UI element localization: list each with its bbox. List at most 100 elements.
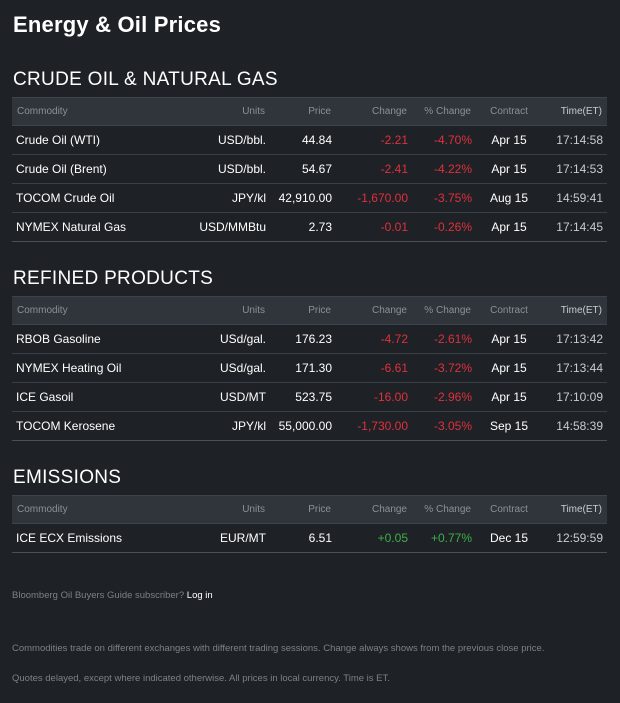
column-header-price: Price	[270, 97, 336, 126]
cell-pct-change: -3.05%	[412, 411, 476, 441]
column-header-change: Change	[336, 97, 412, 126]
column-header-time: Time(ET)	[542, 97, 607, 126]
table-row: NYMEX Heating Oil USd/gal. 171.30 -6.61 -3.7…	[12, 353, 607, 383]
cell-contract: Sep 15	[476, 411, 542, 441]
cell-time: 14:59:41	[542, 183, 607, 213]
emissions-table: Commodity Units Price Change% Change Contrac…	[12, 495, 607, 553]
column-header-change: Change	[336, 296, 412, 325]
subscriber-text: Bloomberg Oil Buyers Guide subscriber?	[12, 590, 185, 601]
cell-commodity: Crude Oil (WTI)	[12, 125, 188, 155]
table-row: TOCOM Crude Oil JPY/kl 42,910.00 -1,670.00-…	[12, 183, 607, 213]
delayed-quotes-note: Quotes delayed, except where indicated o…	[12, 673, 390, 684]
cell-units: JPY/kl	[188, 183, 270, 213]
refined-products-table: Commodity Units Price Change% Change Contrac…	[12, 296, 607, 441]
cell-pct-change: -3.75%	[412, 183, 476, 213]
cell-change: -1,670.00	[336, 183, 412, 213]
cell-time: 12:59:59	[542, 523, 607, 553]
cell-price: 6.51	[270, 523, 336, 553]
column-header-units: Units	[188, 296, 270, 325]
cell-pct-change: -3.72%	[412, 353, 476, 383]
cell-price: 55,000.00	[270, 411, 336, 441]
cell-units: USD/MMBtu	[188, 212, 270, 242]
cell-pct-change: -2.61%	[412, 324, 476, 354]
table-header-row: Commodity Units Price Change% Change Contrac…	[12, 97, 607, 126]
cell-commodity: ICE ECX Emissions	[12, 523, 188, 553]
cell-time: 17:14:53	[542, 154, 607, 184]
column-header-units: Units	[188, 495, 270, 524]
cell-change: +0.05	[336, 523, 412, 553]
column-header-pct-change: % Change	[412, 495, 476, 524]
cell-units: USd/gal.	[188, 324, 270, 354]
cell-pct-change: +0.77%	[412, 523, 476, 553]
table-row: NYMEX Natural Gas USD/MMBtu 2.73 -0.01 -0.26…	[12, 212, 607, 242]
cell-contract: Apr 15	[476, 353, 542, 383]
cell-contract: Aug 15	[476, 183, 542, 213]
cell-commodity: ICE Gasoil	[12, 382, 188, 412]
column-header-price: Price	[270, 495, 336, 524]
subscriber-note: Bloomberg Oil Buyers Guide subscriber? L…	[12, 590, 213, 601]
cell-commodity: TOCOM Kerosene	[12, 411, 188, 441]
section-title-crude-oil-natural-gas: CRUDE OIL & NATURAL GAS	[13, 69, 278, 90]
cell-units: USD/bbl.	[188, 125, 270, 155]
cell-change: -6.61	[336, 353, 412, 383]
column-header-commodity: Commodity	[12, 97, 188, 126]
table-row: RBOB Gasoline USd/gal. 176.23 -4.72 -2.61% Ap…	[12, 324, 607, 354]
column-header-units: Units	[188, 97, 270, 126]
cell-contract: Apr 15	[476, 382, 542, 412]
column-header-pct-change: % Change	[412, 296, 476, 325]
cell-change: -16.00	[336, 382, 412, 412]
table-row: ICE ECX Emissions EUR/MT 6.51 +0.05 +0.77% De…	[12, 523, 607, 553]
cell-commodity: NYMEX Natural Gas	[12, 212, 188, 242]
table-row: Crude Oil (Brent) USD/bbl. 54.67 -2.41 -4.22…	[12, 154, 607, 184]
cell-commodity: Crude Oil (Brent)	[12, 154, 188, 184]
cell-commodity: RBOB Gasoline	[12, 324, 188, 354]
cell-units: USD/MT	[188, 382, 270, 412]
cell-pct-change: -4.22%	[412, 154, 476, 184]
cell-time: 14:58:39	[542, 411, 607, 441]
table-header-row: Commodity Units Price Change% Change Contrac…	[12, 296, 607, 325]
column-header-time: Time(ET)	[542, 296, 607, 325]
cell-change: -0.01	[336, 212, 412, 242]
column-header-time: Time(ET)	[542, 495, 607, 524]
cell-pct-change: -0.26%	[412, 212, 476, 242]
crude-oil-natural-gas-table: Commodity Units Price Change% Change Contrac…	[12, 97, 607, 242]
cell-commodity: NYMEX Heating Oil	[12, 353, 188, 383]
table-header-row: Commodity Units Price Change% Change Contrac…	[12, 495, 607, 524]
table-row: ICE Gasoil USD/MT 523.75 -16.00 -2.96% Apr 15…	[12, 382, 607, 412]
cell-pct-change: -2.96%	[412, 382, 476, 412]
column-header-contract: Contract	[476, 97, 542, 126]
section-title-emissions: EMISSIONS	[13, 467, 122, 488]
table-row: TOCOM Kerosene JPY/kl 55,000.00 -1,730.00 -3…	[12, 411, 607, 441]
cell-change: -2.41	[336, 154, 412, 184]
column-header-pct-change: % Change	[412, 97, 476, 126]
cell-commodity: TOCOM Crude Oil	[12, 183, 188, 213]
cell-price: 171.30	[270, 353, 336, 383]
cell-units: USd/gal.	[188, 353, 270, 383]
cell-contract: Apr 15	[476, 324, 542, 354]
cell-units: EUR/MT	[188, 523, 270, 553]
cell-change: -4.72	[336, 324, 412, 354]
cell-contract: Apr 15	[476, 125, 542, 155]
column-header-change: Change	[336, 495, 412, 524]
column-header-contract: Contract	[476, 495, 542, 524]
cell-time: 17:10:09	[542, 382, 607, 412]
cell-price: 44.84	[270, 125, 336, 155]
cell-units: JPY/kl	[188, 411, 270, 441]
trading-sessions-note: Commodities trade on different exchanges…	[12, 643, 545, 654]
cell-units: USD/bbl.	[188, 154, 270, 184]
cell-price: 42,910.00	[270, 183, 336, 213]
cell-time: 17:14:58	[542, 125, 607, 155]
page-title: Energy & Oil Prices	[13, 12, 221, 37]
cell-price: 54.67	[270, 154, 336, 184]
section-title-refined-products: REFINED PRODUCTS	[13, 268, 214, 289]
cell-change: -1,730.00	[336, 411, 412, 441]
cell-contract: Apr 15	[476, 212, 542, 242]
column-header-contract: Contract	[476, 296, 542, 325]
cell-price: 2.73	[270, 212, 336, 242]
cell-time: 17:13:42	[542, 324, 607, 354]
login-link[interactable]: Log in	[186, 590, 213, 601]
cell-time: 17:13:44	[542, 353, 607, 383]
cell-price: 523.75	[270, 382, 336, 412]
column-header-price: Price	[270, 296, 336, 325]
cell-contract: Apr 15	[476, 154, 542, 184]
